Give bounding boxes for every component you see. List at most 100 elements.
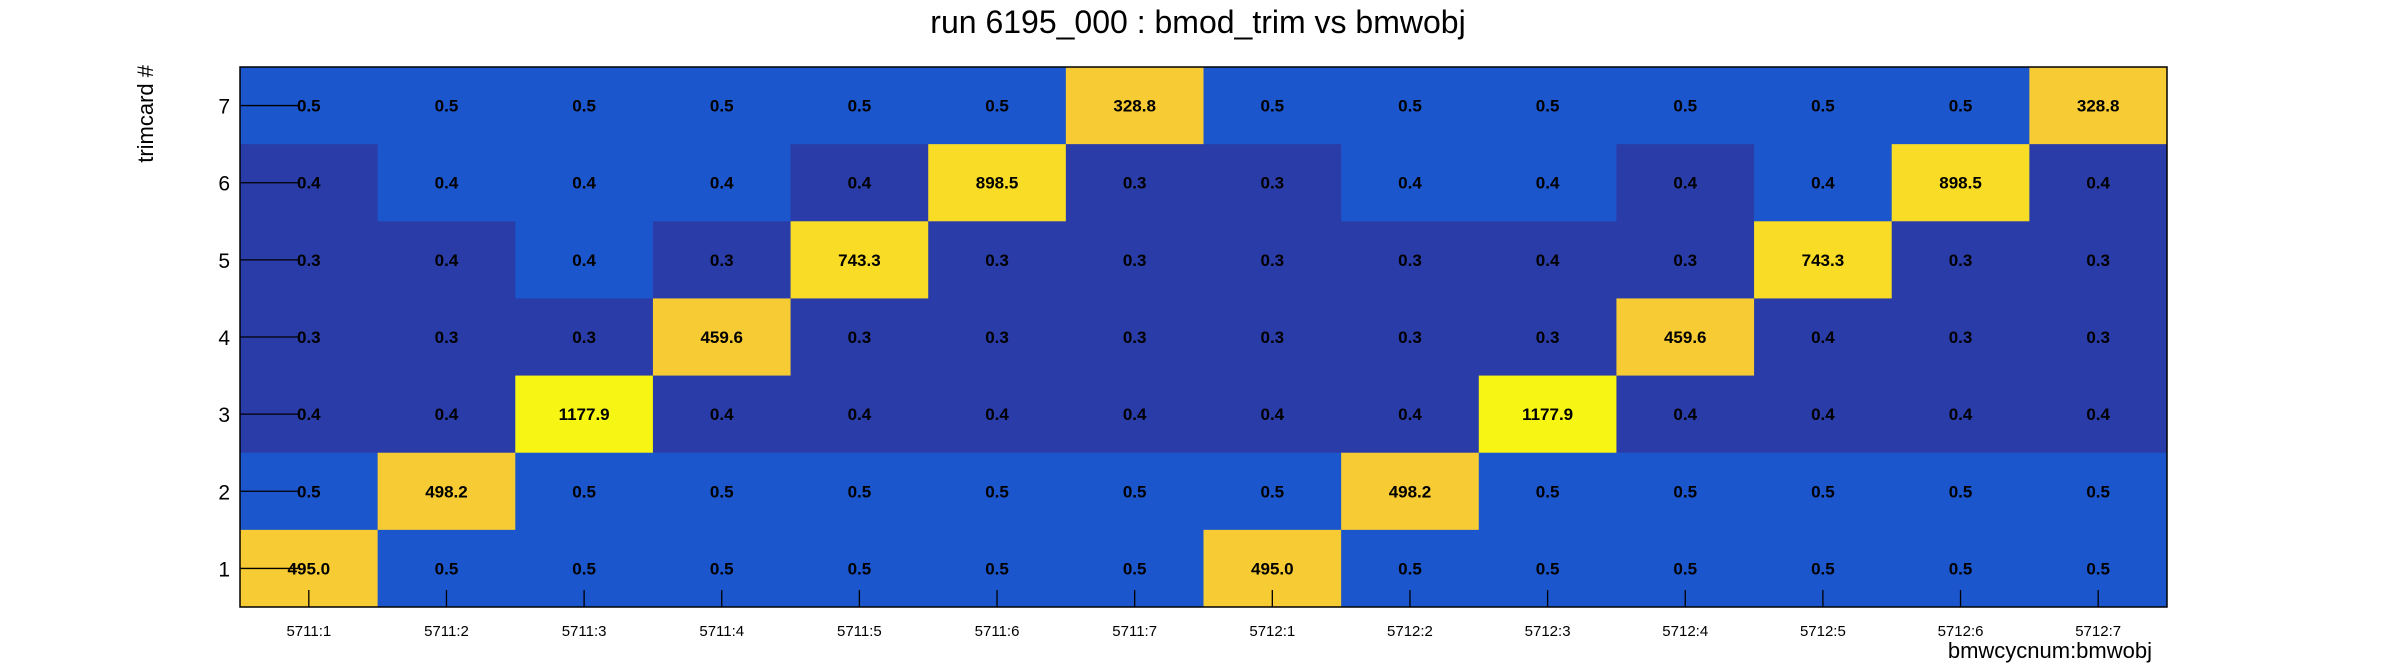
heatmap-cell xyxy=(790,298,929,377)
cell-value-label: 495.0 xyxy=(1251,559,1294,578)
cell-value-label: 0.4 xyxy=(297,405,321,424)
cell-value-label: 0.4 xyxy=(2086,174,2110,193)
heatmap-cell xyxy=(928,221,1067,299)
heatmap-cell xyxy=(515,67,654,145)
heatmap-cell xyxy=(1754,375,1893,454)
heatmap-cell xyxy=(1891,144,2030,222)
cell-value-label: 495.0 xyxy=(288,559,331,578)
heatmap-cell xyxy=(1616,452,1755,531)
heatmap-cell xyxy=(652,375,792,454)
y-tick-label: 7 xyxy=(218,96,230,119)
cell-value-label: 0.5 xyxy=(1811,97,1835,116)
heatmap-cell xyxy=(1754,221,1893,299)
cell-value-label: 0.5 xyxy=(1398,559,1422,578)
heatmap-cell xyxy=(1754,452,1893,531)
heatmap-cell xyxy=(790,67,929,145)
cell-value-label: 0.4 xyxy=(572,174,596,193)
cell-value-label: 0.5 xyxy=(710,482,734,501)
x-tick-label: 5711:1 xyxy=(286,623,331,640)
heatmap-cell xyxy=(1203,221,1342,299)
heatmap-cell xyxy=(1341,375,1480,454)
heatmap-cell xyxy=(515,144,654,222)
heatmap-cell xyxy=(652,298,792,377)
heatmap-cell xyxy=(1341,67,1480,145)
cell-value-label: 0.5 xyxy=(297,97,321,116)
cell-value-label: 0.3 xyxy=(1261,328,1285,347)
heatmap-cell xyxy=(1203,144,1342,222)
cell-value-label: 1177.9 xyxy=(559,405,610,424)
heatmap-cell xyxy=(1341,144,1480,222)
cell-value-label: 0.4 xyxy=(985,405,1009,424)
cell-value-label: 0.4 xyxy=(710,174,734,193)
cell-value-label: 0.3 xyxy=(572,328,596,347)
cell-value-label: 0.3 xyxy=(1398,251,1422,270)
heatmap-cell xyxy=(1616,298,1755,377)
heatmap-cell xyxy=(928,144,1067,222)
heatmap-cell xyxy=(2029,67,2168,145)
cell-value-label: 0.5 xyxy=(1123,559,1147,578)
x-tick-label: 5712:6 xyxy=(1938,623,1984,640)
heatmap-cell xyxy=(377,221,516,299)
cell-value-label: 0.4 xyxy=(1949,405,1973,424)
heatmap-cell xyxy=(1754,67,1893,145)
cell-value-label: 0.5 xyxy=(2086,482,2110,501)
cell-value-label: 0.3 xyxy=(985,328,1009,347)
cell-value-label: 0.4 xyxy=(1811,405,1835,424)
heatmap-cell xyxy=(1478,452,1617,531)
cell-value-label: 0.4 xyxy=(572,251,596,270)
cell-value-label: 0.4 xyxy=(1123,405,1147,424)
cell-value-label: 498.2 xyxy=(425,482,468,501)
heatmap-cell xyxy=(1065,221,1204,299)
heatmap-cell xyxy=(790,221,929,299)
cell-value-label: 0.4 xyxy=(1536,251,1560,270)
heatmap-cell xyxy=(1478,298,1617,377)
heatmap-cell xyxy=(1065,144,1204,222)
cell-value-label: 0.5 xyxy=(1949,559,1973,578)
cell-value-label: 328.8 xyxy=(1113,97,1156,116)
y-tick-label: 4 xyxy=(218,327,230,350)
cell-value-label: 0.3 xyxy=(297,328,321,347)
cell-value-label: 0.5 xyxy=(435,559,459,578)
heatmap-cell xyxy=(928,298,1067,377)
heatmap-cell xyxy=(1065,67,1204,145)
cell-value-label: 0.4 xyxy=(435,405,459,424)
cell-value-label: 459.6 xyxy=(1664,328,1707,347)
cell-value-label: 0.5 xyxy=(1811,482,1835,501)
heatmap-cell xyxy=(1891,298,2030,377)
cell-value-label: 0.4 xyxy=(1398,405,1422,424)
x-tick-label: 5711:3 xyxy=(562,623,607,640)
heatmap-cell xyxy=(1203,452,1342,531)
cell-value-label: 498.2 xyxy=(1389,482,1432,501)
heatmap-cell xyxy=(377,144,516,222)
cell-value-label: 0.5 xyxy=(710,97,734,116)
heatmap-cell xyxy=(377,298,516,377)
cell-value-label: 0.4 xyxy=(435,174,459,193)
cell-value-label: 0.3 xyxy=(710,251,734,270)
heatmap-cell xyxy=(1341,221,1480,299)
cell-value-label: 0.5 xyxy=(1673,482,1697,501)
cell-value-label: 0.5 xyxy=(572,559,596,578)
chart-title: run 6195_000 : bmod_trim vs bmwobj xyxy=(930,4,1465,40)
cell-value-label: 0.4 xyxy=(1673,405,1697,424)
heatmap-cell xyxy=(2029,298,2168,377)
x-tick-label: 5712:1 xyxy=(1249,623,1295,640)
heatmap-cell xyxy=(377,67,516,145)
cell-value-label: 0.5 xyxy=(848,559,872,578)
heatmap-cell xyxy=(515,298,654,377)
heatmap-cell xyxy=(652,221,792,299)
cell-value-label: 0.5 xyxy=(297,482,321,501)
cell-value-label: 459.6 xyxy=(700,328,743,347)
heatmap-cell xyxy=(1616,144,1755,222)
heatmap-cell xyxy=(377,452,516,531)
cell-value-label: 0.3 xyxy=(2086,251,2110,270)
heatmap-cell xyxy=(515,221,654,299)
axes: 1 2 3 4 5 6 7 5711:1 5711:2 5711:3 5711:4 5711:5 571… xyxy=(218,66,2168,640)
cell-value-label: 743.3 xyxy=(1802,251,1845,270)
cell-value-label: 0.3 xyxy=(1949,251,1973,270)
cell-value-label: 1177.9 xyxy=(1522,405,1573,424)
cell-value-label: 0.3 xyxy=(1536,328,1560,347)
cell-value-label: 0.4 xyxy=(2086,405,2110,424)
heatmap-cell xyxy=(2029,452,2168,531)
heatmap-cell xyxy=(1478,144,1617,222)
